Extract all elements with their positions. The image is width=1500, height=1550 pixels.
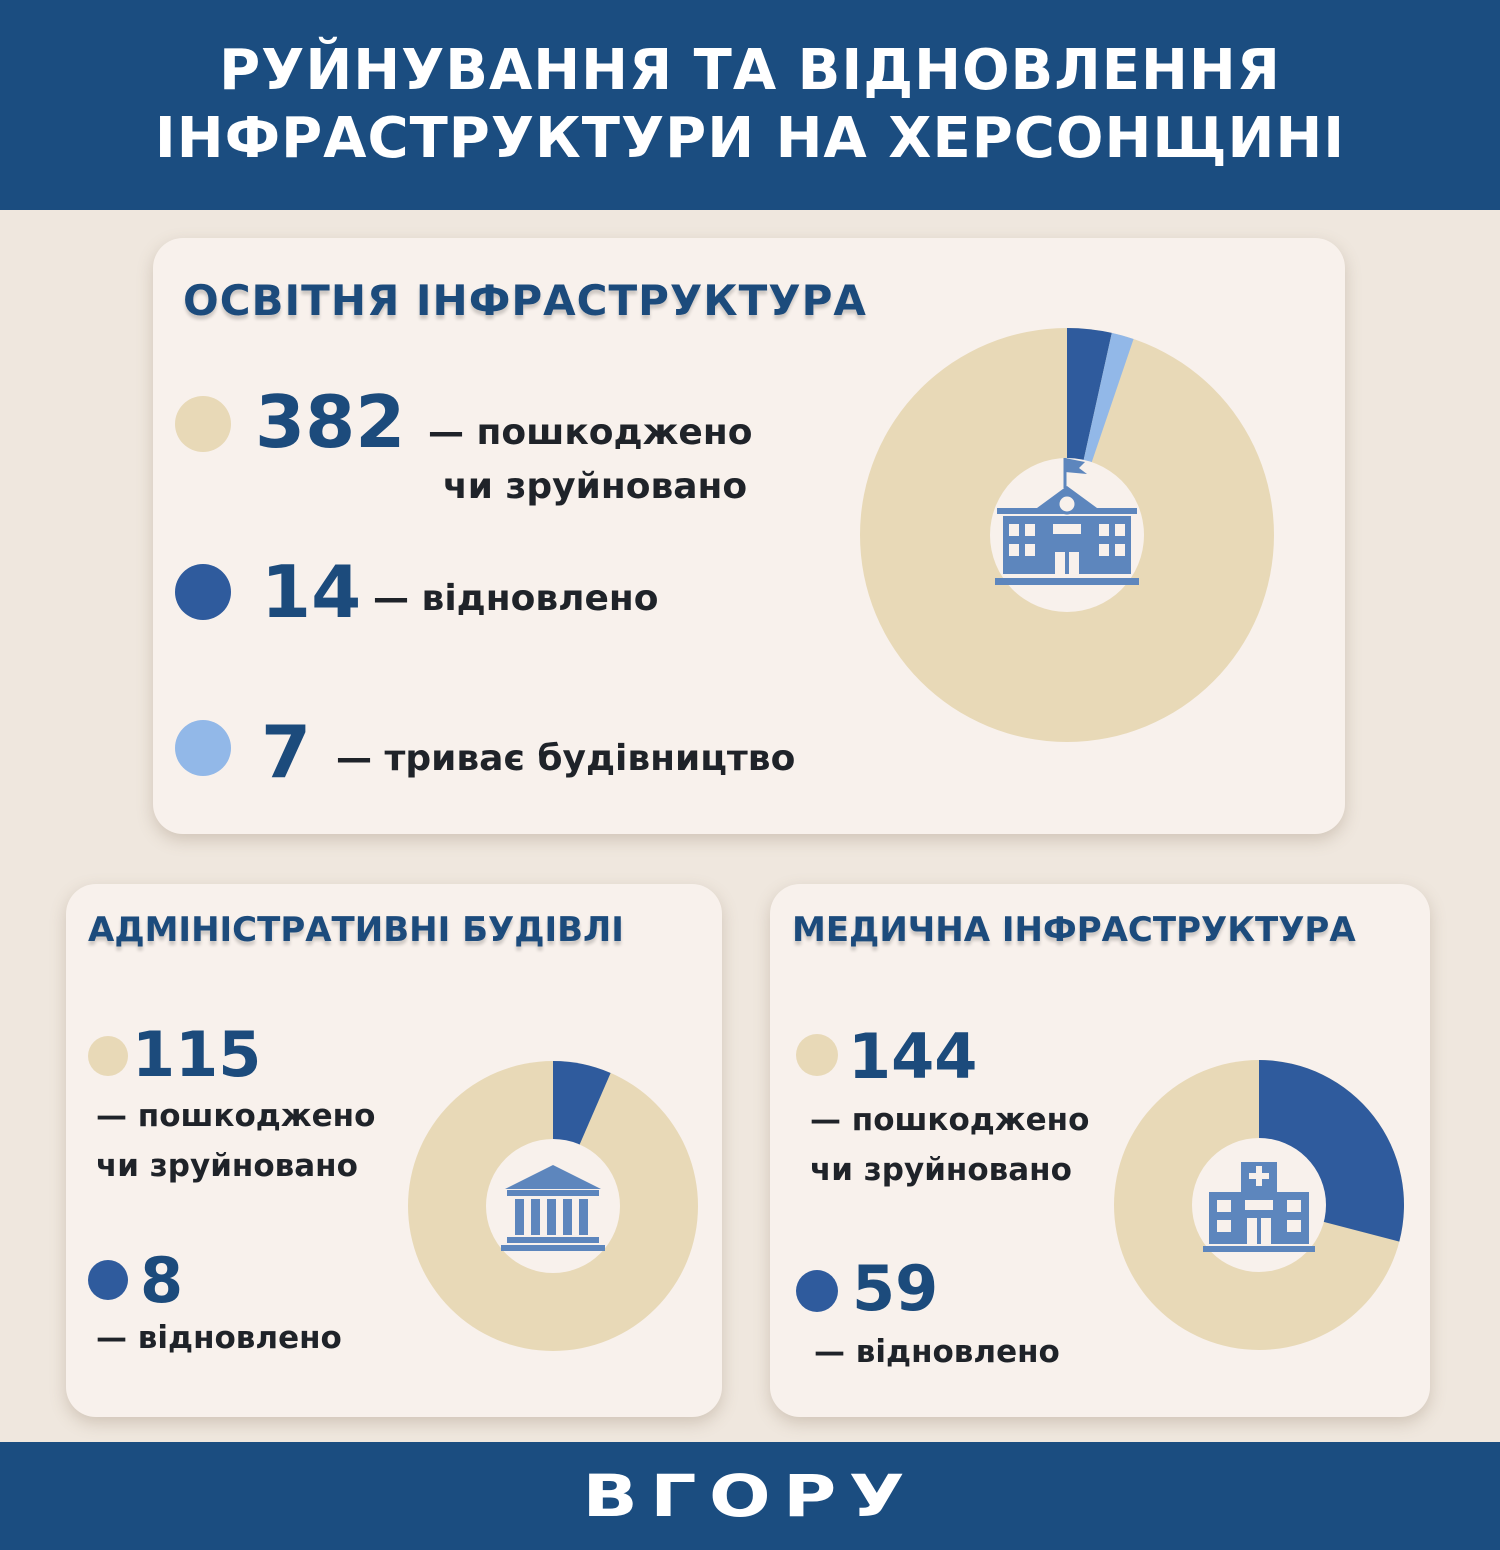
restored-legend-dot <box>796 1270 838 1312</box>
page-title-line-1: РУЙНУВАННЯ ТА ВІДНОВЛЕННЯ <box>219 38 1281 103</box>
medical-damaged-value: 144 <box>848 1020 978 1093</box>
education-card: ОСВІТНЯ ІНФРАСТРУКТУРА 382 — пошкоджено … <box>153 238 1345 834</box>
admin-damaged-value: 115 <box>132 1018 262 1091</box>
page-title-line-2: ІНФРАСТРУКТУРИ НА ХЕРСОНЩИНІ <box>154 106 1346 171</box>
admin-restored-label: — відновлено <box>96 1320 342 1356</box>
admin-restored-value: 8 <box>140 1244 184 1317</box>
admin-card: АДМІНІСТРАТИВНІ БУДІВЛІ 115 — пошкоджено… <box>66 884 722 1417</box>
medical-damaged-label-1: — пошкоджено <box>810 1102 1090 1138</box>
education-damaged-value: 382 <box>255 380 406 464</box>
government-building-icon <box>501 1165 605 1251</box>
medical-damaged-label-2: чи зруйновано <box>810 1152 1072 1188</box>
medical-restored-value: 59 <box>852 1252 939 1325</box>
medical-card: МЕДИЧНА ІНФРАСТРУКТУРА 144 — пошкоджено … <box>770 884 1430 1417</box>
hospital-icon <box>1203 1162 1315 1252</box>
page-footer: ВГОРУ <box>0 1442 1500 1550</box>
brand-logo: ВГОРУ <box>582 1462 918 1530</box>
damaged-legend-dot <box>88 1036 128 1076</box>
admin-damaged-label-1: — пошкоджено <box>96 1098 376 1134</box>
education-restored-label: — відновлено <box>373 578 659 619</box>
restored-legend-dot <box>175 564 231 620</box>
education-damaged-label-1: — пошкоджено <box>428 412 753 453</box>
education-construction-label: — триває будівництво <box>336 738 796 779</box>
education-title: ОСВІТНЯ ІНФРАСТРУКТУРА <box>183 276 867 325</box>
damaged-legend-dot <box>175 396 231 452</box>
education-donut-chart <box>860 328 1274 742</box>
damaged-legend-dot <box>796 1034 838 1076</box>
admin-damaged-label-2: чи зруйновано <box>96 1148 358 1184</box>
education-damaged-label-2: чи зруйновано <box>443 466 748 507</box>
education-construction-value: 7 <box>261 710 312 794</box>
education-restored-value: 14 <box>261 550 362 634</box>
medical-donut-chart <box>1114 1060 1404 1350</box>
admin-donut-chart <box>408 1061 698 1351</box>
admin-title: АДМІНІСТРАТИВНІ БУДІВЛІ <box>88 910 624 950</box>
school-building-icon <box>995 458 1139 585</box>
medical-title: МЕДИЧНА ІНФРАСТРУКТУРА <box>792 910 1356 950</box>
page-header: РУЙНУВАННЯ ТА ВІДНОВЛЕННЯ ІНФРАСТРУКТУРИ… <box>0 0 1500 210</box>
construction-legend-dot <box>175 720 231 776</box>
restored-legend-dot <box>88 1260 128 1300</box>
medical-restored-label: — відновлено <box>814 1334 1060 1370</box>
